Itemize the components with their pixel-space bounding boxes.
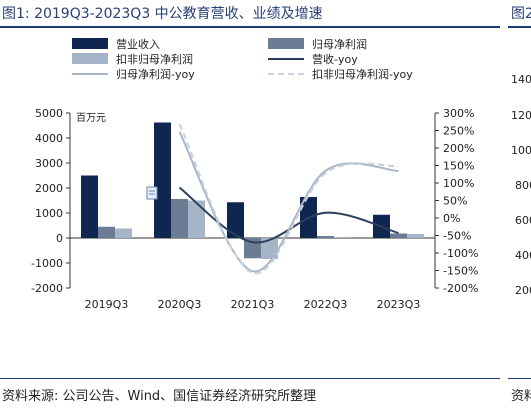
adjacent-tick-label: 1200: [511, 109, 531, 122]
bar: [154, 122, 171, 238]
adjacent-footer-rule: [508, 378, 531, 379]
bar: [334, 237, 351, 238]
series-line: [178, 186, 399, 244]
y-right-tick-label: -50%: [443, 230, 471, 243]
y-left-unit-label: 百万元: [76, 112, 106, 124]
x-tick-label: 2022Q3: [304, 298, 348, 311]
bar: [81, 175, 98, 238]
y-left-tick-label: 3000: [35, 157, 63, 170]
bar: [261, 238, 278, 259]
legend-label: 归母净利润: [312, 37, 367, 51]
bar: [188, 200, 205, 238]
document-icon: [146, 186, 158, 200]
adjacent-tick-label: 1400: [511, 73, 531, 86]
y-left-tick-label: 5000: [35, 107, 63, 120]
x-tick-label: 2020Q3: [158, 298, 202, 311]
line-series: [178, 123, 399, 275]
legend-swatch: [268, 38, 304, 49]
y-right-tick-label: 200%: [443, 142, 474, 155]
y-right-tick-label: 300%: [443, 107, 474, 120]
y-right-tick-label: 0%: [443, 212, 460, 225]
footer-rule: [0, 378, 500, 379]
bar: [98, 226, 115, 238]
y-right-tick-label: -100%: [443, 247, 478, 260]
y-left-tick-label: 4000: [35, 132, 63, 145]
figure-title: 图1: 2019Q3-2023Q3 中公教育营收、业绩及增速: [2, 6, 323, 22]
source-note: 资料来源: 公司公告、Wind、国信证券经济研究所整理: [2, 389, 317, 404]
title-rule: [0, 26, 500, 28]
adjacent-tick-label: 800: [515, 179, 531, 192]
legend-swatch: [72, 38, 108, 49]
bar: [390, 233, 407, 238]
y-right-tick-label: 50%: [443, 195, 467, 208]
bar: [407, 234, 424, 238]
x-tick-label: 2021Q3: [231, 298, 275, 311]
adjacent-tick-label: 1000: [511, 144, 531, 157]
y-right-tick-label: 150%: [443, 160, 474, 173]
adjacent-source-fragment: 资料: [511, 389, 531, 404]
legend-label: 营收-yoy: [312, 52, 358, 66]
y-left-tick-label: -1000: [31, 257, 63, 270]
series-line: [178, 131, 399, 273]
adjacent-tick-label: 600: [515, 214, 531, 227]
bar: [115, 228, 132, 238]
legend-label: 营业收入: [116, 37, 160, 51]
legend-label: 归母净利润-yoy: [116, 67, 195, 81]
bar-series: [81, 122, 424, 259]
y-right-tick-label: -150%: [443, 265, 478, 278]
adjacent-tick-label: 200: [515, 284, 531, 297]
bar: [171, 199, 188, 238]
y-left-tick-label: -2000: [31, 282, 63, 295]
series-line: [178, 123, 399, 275]
legend-swatch: [72, 53, 108, 64]
y-left-tick-label: 1000: [35, 207, 63, 220]
y-left-tick-label: 0: [56, 232, 63, 245]
legend-label: 扣非归母净利润: [116, 52, 193, 66]
x-tick-label: 2023Q3: [377, 298, 421, 311]
x-tick-label: 2019Q3: [85, 298, 129, 311]
legend-label: 扣非归母净利润-yoy: [312, 67, 413, 81]
adjacent-title-rule: [508, 26, 531, 28]
bar: [317, 236, 334, 238]
y-right-tick-label: 250%: [443, 125, 474, 138]
chart-axes: 5000 4000 3000 2000 1000 0 -1000 -2000 百万元 300% 25…: [31, 107, 478, 311]
y-right-tick-label: -200%: [443, 282, 478, 295]
adjacent-tick-label: 400: [515, 249, 531, 262]
y-right-tick-label: 100%: [443, 177, 474, 190]
adjacent-figure-title-fragment: 图2: [511, 6, 531, 22]
bar: [227, 202, 244, 238]
y-left-tick-label: 2000: [35, 182, 63, 195]
